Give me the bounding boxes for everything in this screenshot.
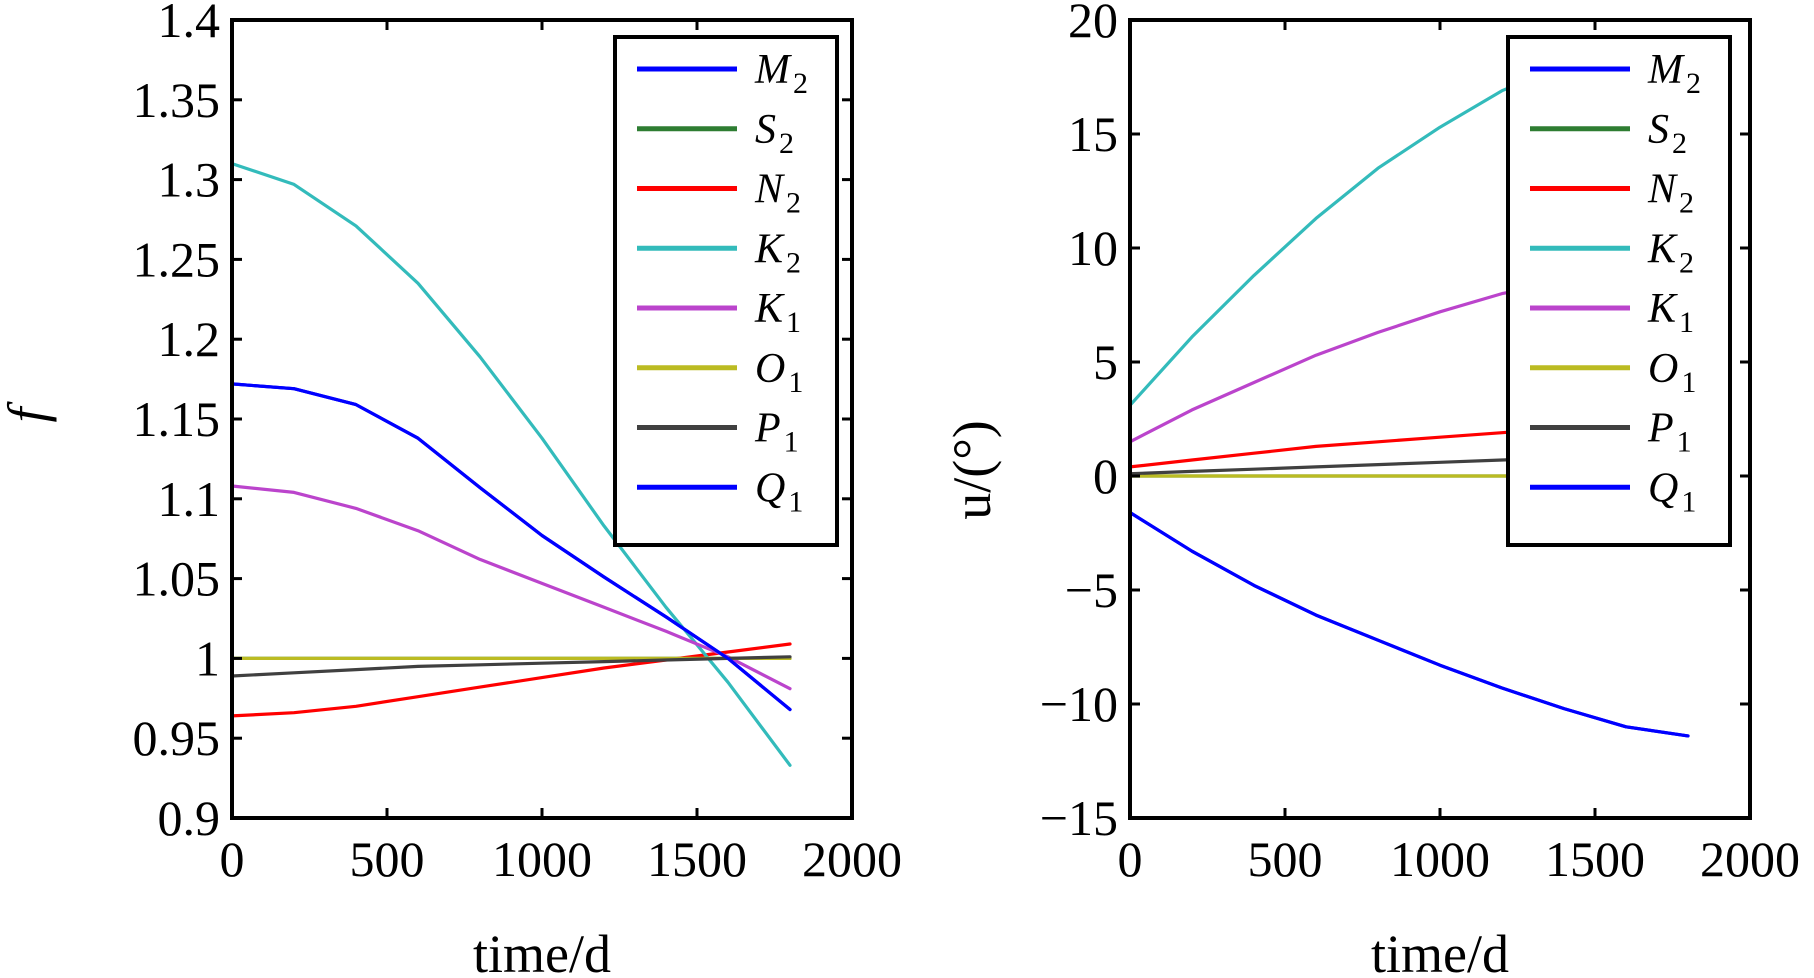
x-tick-label: 0 — [220, 831, 245, 887]
y-tick-label: 15 — [1068, 106, 1118, 162]
x-axis-label: time/d — [473, 924, 611, 978]
y-tick-label: 1.35 — [133, 72, 221, 128]
chart-panel-2: −15 −10 −5 0 5 10 15 20 0 500 1000 1500 2000 time/d u/… — [942, 0, 1800, 978]
series-line-k1 — [230, 484, 792, 691]
legend: M 2 S 2 N 2 K 2 K 1 O 1 P 1 Q 1 — [613, 35, 839, 547]
legend-box — [1506, 35, 1732, 547]
y-tick-label: 20 — [1068, 0, 1118, 48]
y-tick-label: 1.05 — [133, 551, 221, 607]
y-tick-label: 0.95 — [133, 710, 221, 766]
y-tick-label: −10 — [1040, 676, 1118, 732]
y-axis-label: f — [0, 401, 57, 423]
series-line-q1-q — [1128, 510, 1690, 738]
y-tick-label: 1.25 — [133, 231, 221, 287]
y-tick-label: 1.1 — [158, 471, 221, 527]
y-tick-label: 1.15 — [133, 391, 221, 447]
x-tick-label: 0 — [1118, 831, 1143, 887]
x-tick-label: 1000 — [1390, 831, 1490, 887]
y-tick-label: 1 — [195, 630, 220, 686]
x-axis-label: time/d — [1371, 924, 1509, 978]
y-tick-label: 10 — [1068, 220, 1118, 276]
series-line-p1 — [230, 655, 792, 678]
x-tick-label: 1000 — [492, 831, 592, 887]
y-tick-label: 1.4 — [158, 0, 221, 48]
y-tick-label: 0.9 — [158, 790, 221, 846]
y-tick-label: −15 — [1040, 790, 1118, 846]
x-tick-label: 500 — [1248, 831, 1323, 887]
legend: M 2 S 2 N 2 K 2 K 1 O 1 P 1 Q 1 — [1506, 35, 1732, 547]
x-tick-label: 1500 — [1545, 831, 1645, 887]
y-tick-label: 1.3 — [158, 152, 221, 208]
y-tick-label: 5 — [1093, 334, 1118, 390]
x-tick-label: 2000 — [1700, 831, 1800, 887]
legend-box — [613, 35, 839, 547]
y-axis-label: u/(°) — [942, 420, 1002, 520]
x-tick-label: 2000 — [802, 831, 902, 887]
y-tick-label: 0 — [1093, 448, 1118, 504]
series-line-q1-q — [230, 382, 792, 712]
x-tick-label: 500 — [350, 831, 425, 887]
y-tick-label: 1.2 — [158, 311, 221, 367]
series-line-n2 — [230, 642, 792, 718]
y-tick-label: −5 — [1065, 562, 1118, 618]
chart-panel-1: 0.9 0.95 1 1.05 1.1 1.15 1.2 1.25 1.3 1.35 1.4 0 500… — [0, 0, 902, 978]
x-tick-label: 1500 — [647, 831, 747, 887]
